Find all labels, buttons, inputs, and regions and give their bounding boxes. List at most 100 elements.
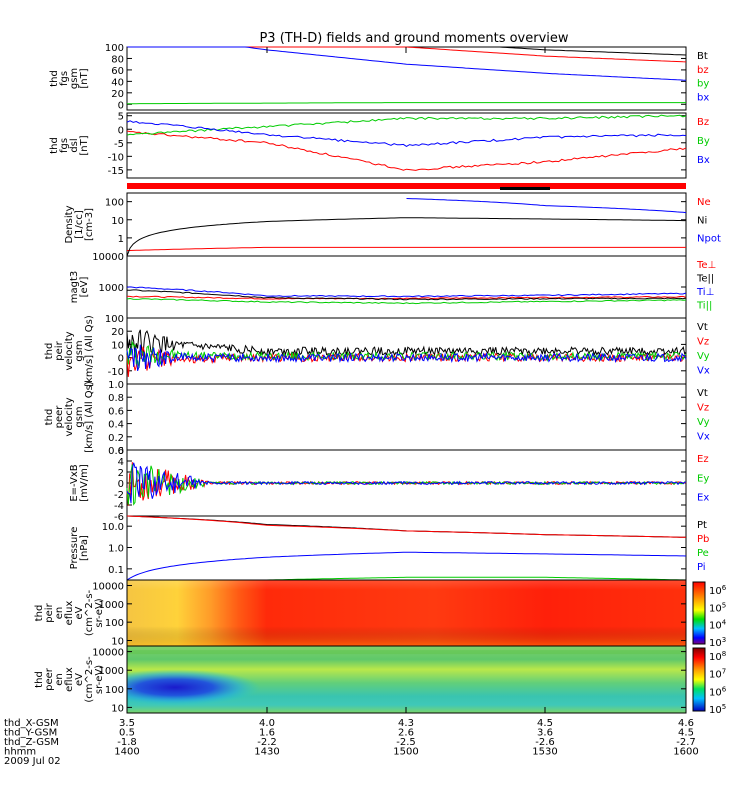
ytick-label: 1.0 xyxy=(108,380,124,391)
ytick-label: 0.2 xyxy=(108,433,124,444)
ylabel-line: (cm^2-s- xyxy=(84,656,95,703)
colorbar-label: 106 xyxy=(709,685,727,698)
ytick-label: 1000 xyxy=(99,600,124,611)
xaxis-value: 1400 xyxy=(114,747,139,758)
ylabel-line: Pressure xyxy=(69,527,80,570)
frame-magt3 xyxy=(126,255,687,319)
ylabel-line: magt3 xyxy=(69,271,80,304)
series-density-Ne xyxy=(127,246,686,251)
xaxis-value: 3.5 xyxy=(119,718,135,729)
ylabel-line: [km/s] (All Qs) xyxy=(84,381,95,453)
ytick-label: -5 xyxy=(114,139,124,150)
legend-pressure-Pi: Pi xyxy=(697,562,706,573)
ytick-label: -10 xyxy=(108,367,124,378)
ytick-label: 5 xyxy=(118,112,124,123)
plot-title: P3 (TH-D) fields and ground moments over… xyxy=(259,31,568,46)
ytick-label: 80 xyxy=(111,54,124,65)
ytick-label: 100 xyxy=(105,685,124,696)
ylabel-line: peer xyxy=(44,667,55,691)
series-density-Npot xyxy=(406,198,687,214)
xaxis-value: 0.5 xyxy=(119,728,135,739)
xaxis-row-label: thd_X-GSM xyxy=(4,718,59,729)
ytick-label: 100 xyxy=(105,618,124,629)
ylabel-line: sr-eV) xyxy=(94,665,105,694)
xaxis-value: 2.6 xyxy=(398,728,414,739)
ylabel-line: gsm xyxy=(69,68,80,89)
xaxis-value: 1.6 xyxy=(259,728,275,739)
ylabel-line: thd xyxy=(49,70,60,87)
ytick-label: 0.6 xyxy=(108,406,124,417)
xaxis-value: -2.5 xyxy=(396,737,416,748)
legend-peer_velocity-Vz: Vz xyxy=(697,403,709,414)
series-magt3-Te|| xyxy=(126,289,687,301)
colorbar-label: 106 xyxy=(709,584,727,597)
xaxis-value: 4.6 xyxy=(678,718,694,729)
series-pressure-Pi xyxy=(126,551,687,581)
colorbar-label: 107 xyxy=(709,668,726,681)
ylabel-line: fgs xyxy=(59,71,70,86)
frame-density xyxy=(126,192,687,257)
ytick-label: 20 xyxy=(111,89,124,100)
ytick-label: 10000 xyxy=(92,648,124,659)
ylabel-line: E=-VxB xyxy=(69,464,80,501)
series-efield-Ey xyxy=(126,464,687,506)
ytick-label: -4 xyxy=(114,501,124,512)
xaxis-row-label: thd_Z-GSM xyxy=(4,737,59,748)
legend-pressure-Pt: Pt xyxy=(697,520,707,531)
series-fgs_dsl-Bx xyxy=(126,120,687,147)
legend-efield-Ex: Ex xyxy=(697,493,709,504)
ylabel-line: sr-eV) xyxy=(94,598,105,627)
colorbar-peir_eflux xyxy=(692,581,706,645)
legend-peer_velocity-Vx: Vx xyxy=(697,432,710,443)
panel-peer_velocity: 1.0 0.8 0.6 0.4 0.2 0.0 thd peer velocity gsm [km/… xyxy=(44,380,710,457)
spectrogram-peer_eflux xyxy=(127,646,686,713)
ytick-label: 10.0 xyxy=(102,522,124,533)
legend-density-Npot: Npot xyxy=(697,234,721,245)
ytick-label: 0.0 xyxy=(108,446,124,457)
legend-peer_velocity-Vt: Vt xyxy=(697,388,708,399)
ytick-label: 10 xyxy=(111,703,124,714)
ytick-label: 0 xyxy=(118,479,124,490)
ytick-label: 0.8 xyxy=(108,393,124,404)
series-pressure-Pb xyxy=(126,515,686,538)
ylabel-line: [nT] xyxy=(79,68,90,88)
legend-fgs_dsl-Bz: Bz xyxy=(697,117,709,128)
series-fgs_gsm-by xyxy=(127,102,686,105)
colorbar-label: 103 xyxy=(709,636,726,649)
ytick-label: 10 xyxy=(111,340,124,351)
colorbar-label: 108 xyxy=(709,650,726,663)
ytick-label: 100 xyxy=(105,43,124,54)
frame-peer_velocity xyxy=(126,383,687,451)
ytick-label: 10000 xyxy=(92,582,124,593)
ylabel-line: thd xyxy=(44,409,55,426)
ylabel-line: fgs xyxy=(59,138,70,153)
legend-fgs_gsm-Bt: Bt xyxy=(697,51,708,62)
xaxis-value: 1430 xyxy=(254,747,279,758)
legend-fgs_dsl-By: By xyxy=(697,136,710,147)
series-peir_velocity-Vx xyxy=(126,344,687,372)
legend-fgs_gsm-bx: bx xyxy=(697,92,709,103)
ytick-label: 40 xyxy=(111,77,124,88)
legend-fgs_dsl-Bx: Bx xyxy=(697,155,710,166)
ytick-label: 1.0 xyxy=(108,544,124,555)
xaxis-value: 4.3 xyxy=(398,718,414,729)
legend-peir_velocity-Vy: Vy xyxy=(697,351,710,362)
series-magt3-Ti|| xyxy=(126,297,687,305)
series-efield-Ex xyxy=(126,462,687,504)
status-bar xyxy=(127,183,686,189)
xaxis-value: 4.0 xyxy=(259,718,275,729)
legend-pressure-Pe: Pe xyxy=(697,548,709,559)
legend-peir_velocity-Vt: Vt xyxy=(697,322,708,333)
legend-peir_velocity-Vx: Vx xyxy=(697,366,710,377)
frame-fgs_dsl xyxy=(126,112,687,179)
status-bar-marker xyxy=(500,187,550,190)
xaxis-value: 1500 xyxy=(393,747,418,758)
panel-density: 100 10 1 Density [1/cc] [cm-3] Ne Ni Npot xyxy=(64,192,721,257)
ylabel-line: Density xyxy=(64,205,75,243)
ylabel-line: [eV] xyxy=(79,277,90,298)
legend-magt3-Ti⊥: Ti⊥ xyxy=(696,287,714,298)
xaxis-value: -1.8 xyxy=(117,737,137,748)
series-fgs_dsl-Bz xyxy=(126,130,687,171)
